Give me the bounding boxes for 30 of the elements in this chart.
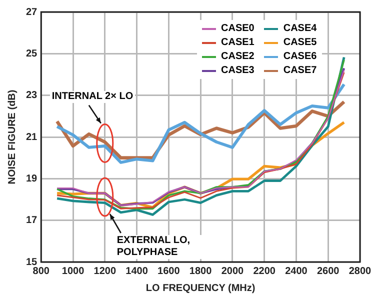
x-tick-label: 1400 xyxy=(126,266,148,277)
x-tick-label: 1000 xyxy=(62,266,85,277)
y-tick-label: 17 xyxy=(26,215,38,226)
x-tick-label: 800 xyxy=(32,266,50,277)
y-tick-label: 25 xyxy=(26,48,38,60)
legend-label: CASE7 xyxy=(283,65,317,76)
x-tick-label: 2200 xyxy=(253,266,276,277)
y-tick-label: 15 xyxy=(26,256,38,268)
annotation: INTERNAL 2× LO xyxy=(50,91,136,104)
y-tick-label: 19 xyxy=(26,173,38,184)
y-tick-label: 21 xyxy=(26,132,38,143)
x-axis-title: LO FREQUENCY (MHz) xyxy=(146,282,256,294)
x-tick-label: 2400 xyxy=(285,266,308,277)
x-tick-label: 1600 xyxy=(158,266,180,277)
legend-label: CASE5 xyxy=(283,37,317,48)
x-tick-label: 2000 xyxy=(221,266,244,277)
y-tick-label: 23 xyxy=(26,90,38,102)
legend-label: CASE0 xyxy=(221,23,254,34)
legend-label: CASE4 xyxy=(283,23,317,34)
x-tick-label: 2800 xyxy=(348,266,372,277)
legend-label: CASE2 xyxy=(221,51,254,62)
y-tick-label: 27 xyxy=(26,6,38,18)
legend-label: CASE3 xyxy=(221,65,254,76)
x-tick-label: 1800 xyxy=(189,266,212,277)
legend-label: CASE6 xyxy=(283,51,317,62)
x-tick-label: 2600 xyxy=(316,266,340,277)
x-tick-label: 1200 xyxy=(94,266,116,277)
y-axis-title: NOISE FIGURE (dB) xyxy=(6,90,18,184)
legend-label: CASE1 xyxy=(221,37,254,48)
annotation: EXTERNAL LO, POLYPHASE xyxy=(114,235,219,259)
